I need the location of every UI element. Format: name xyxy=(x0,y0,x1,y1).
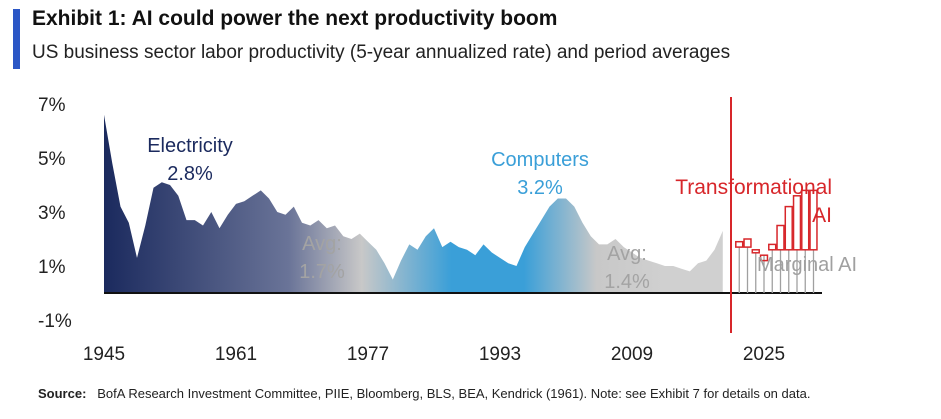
x-tick-label: 1961 xyxy=(215,344,257,365)
x-axis: 1945 1961 1977 1993 2009 2025 xyxy=(83,344,785,365)
transformational-ai-bar xyxy=(751,249,760,254)
y-tick-label: 5% xyxy=(38,149,66,170)
era-label-value: 1.4% xyxy=(604,271,650,293)
x-tick-label: 1945 xyxy=(83,344,125,365)
y-axis: 7% 5% 3% 1% -1% xyxy=(38,95,72,332)
transformational-ai-bar xyxy=(759,254,769,262)
x-tick-label: 1993 xyxy=(479,344,521,365)
y-tick-label: -1% xyxy=(38,311,72,332)
forecast-labels: Transformational AI Marginal AI xyxy=(675,176,857,276)
transformational-ai-bar xyxy=(768,243,777,251)
transformational-ai-bar xyxy=(801,189,810,251)
era-label-value: 1.7% xyxy=(299,261,345,283)
transformational-ai-label: Transformational xyxy=(675,176,832,199)
era-label-value: 2.8% xyxy=(167,163,213,185)
transformational-ai-bar xyxy=(735,240,744,248)
transformational-ai-bar xyxy=(792,195,802,251)
source-note: Source: BofA Research Investment Committ… xyxy=(38,386,810,401)
productivity-chart: 7% 5% 3% 1% -1% 1945 1961 1977 1993 2009 2025 Ele… xyxy=(38,95,857,365)
x-tick-label: 2025 xyxy=(743,344,785,365)
transformational-ai-bar xyxy=(809,189,818,251)
page-title: Exhibit 1: AI could power the next produ… xyxy=(32,7,558,30)
source-label: Source: xyxy=(38,386,87,401)
era-label-name: Avg: xyxy=(607,243,647,265)
source-text: BofA Research Investment Committee, PIIE… xyxy=(97,386,811,401)
marginal-ai-label: Marginal AI xyxy=(757,254,857,276)
x-tick-label: 1977 xyxy=(347,344,389,365)
y-tick-label: 7% xyxy=(38,95,66,116)
x-tick-label: 2009 xyxy=(611,344,653,365)
transformational-ai-bar xyxy=(784,205,793,251)
transformational-ai-label: AI xyxy=(812,204,832,227)
era-label-name: Electricity xyxy=(147,135,233,157)
y-tick-label: 1% xyxy=(38,257,66,278)
era-label-name: Avg: xyxy=(302,233,342,255)
era-label-name: Computers xyxy=(491,149,589,171)
productivity-area xyxy=(104,114,723,293)
era-labels: Electricity 2.8% Avg: 1.7% Computers 3.2% Avg:… xyxy=(147,135,650,293)
page-subtitle: US business sector labor productivity (5… xyxy=(32,42,731,63)
transformational-ai-bar xyxy=(743,238,752,248)
era-label-value: 3.2% xyxy=(517,177,563,199)
y-tick-label: 3% xyxy=(38,203,66,224)
forecast-bars xyxy=(735,189,818,293)
accent-bar xyxy=(13,9,20,69)
transformational-ai-bar xyxy=(776,224,785,251)
